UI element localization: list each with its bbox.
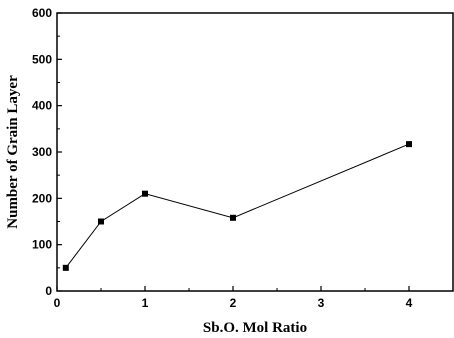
y-tick-label: 300 — [32, 145, 52, 159]
data-point-marker — [98, 218, 104, 225]
x-tick-label: 4 — [406, 296, 413, 310]
y-tick-label: 600 — [32, 6, 52, 20]
data-point-marker — [230, 214, 236, 221]
series-layer — [62, 141, 412, 271]
y-tick-label: 200 — [32, 191, 52, 205]
x-tick-label: 0 — [54, 296, 61, 310]
y-axis-title: Number of Grain Layer — [5, 75, 21, 229]
data-point-marker — [406, 141, 412, 148]
plot-frame — [56, 12, 454, 292]
x-tick-label: 3 — [318, 296, 325, 310]
y-tick-label: 500 — [32, 52, 52, 66]
series-line — [65, 143, 410, 269]
data-point-marker — [62, 264, 69, 271]
x-tick-label: 1 — [142, 296, 149, 310]
y-tick-label: 0 — [45, 284, 52, 298]
y-axis-ticks: 0 100 200 300 400 500 600 — [32, 6, 62, 298]
x-axis-ticks: 0 1 2 3 4 — [54, 286, 413, 310]
x-tick-label: 2 — [230, 296, 237, 310]
y-tick-label: 400 — [32, 99, 52, 113]
x-axis-title: Sb.O. Mol Ratio — [203, 320, 307, 336]
y-tick-label: 100 — [32, 238, 52, 252]
data-point-marker — [142, 190, 148, 197]
